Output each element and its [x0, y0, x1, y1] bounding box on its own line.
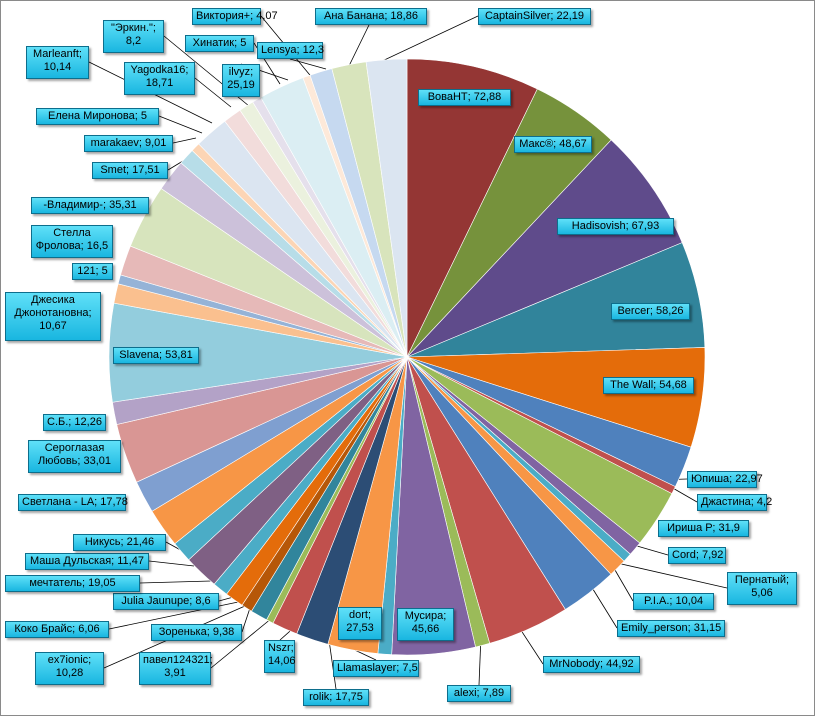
data-label-44: Виктория+; 4,07 [192, 8, 278, 25]
data-label-23: ex7ionic; 10,28 [35, 652, 104, 685]
data-label-8: Ириша Р; 31,9 [658, 520, 749, 537]
data-label-10: Пернатый; 5,06 [727, 572, 797, 605]
data-label-34: Стелла Фролова; 16,5 [31, 225, 113, 258]
data-label-35: -Владимир-; 35,31 [31, 197, 149, 214]
data-label-19: Nszr; 14,06 [264, 640, 296, 673]
data-label-45: Lensya; 12,3 [257, 42, 324, 59]
leader-line-20 [210, 617, 273, 669]
data-label-25: мечтатель; 19,05 [5, 575, 140, 592]
data-label-46: Ана Банана; 18,86 [315, 8, 427, 25]
data-label-3: Hadisovish; 67,93 [557, 218, 674, 235]
leader-line-25 [139, 580, 212, 584]
pie-slice-47 [365, 58, 408, 358]
data-label-20: павел124321; 3,91 [139, 652, 213, 685]
data-label-1: ВоваНТ; 72,88 [418, 89, 511, 106]
data-label-7: Джастина; 4,2 [697, 494, 772, 511]
leader-line-26 [148, 560, 195, 567]
data-label-15: Мусира; 45,66 [397, 608, 454, 641]
leader-line-37 [172, 137, 197, 144]
data-label-24: Julia Jaunupe; 8,6 [113, 593, 219, 610]
leader-line-12 [590, 585, 618, 629]
data-label-2: Макс®; 48,67 [514, 136, 592, 153]
data-label-12: Emily_person; 31,15 [617, 620, 725, 637]
leader-line-22 [108, 600, 244, 630]
leader-line-45 [289, 58, 327, 70]
data-label-40: Marleanft; 10,14 [26, 46, 89, 79]
leader-line-46 [347, 24, 370, 69]
data-label-43: ilvyz; 25,19 [222, 64, 260, 97]
data-label-5: The Wall; 54,68 [603, 377, 694, 394]
data-label-11: P.I.A.; 10,04 [633, 593, 714, 610]
leader-line-10 [616, 562, 728, 589]
data-label-6: Юпиша; 22,97 [687, 471, 763, 488]
data-label-41: "Эркин."; 8,2 [103, 20, 164, 53]
data-label-27: Никусь; 21,46 [73, 534, 166, 551]
data-label-42: Хинатик; 5 [185, 35, 254, 52]
leader-line-7 [670, 486, 698, 503]
data-label-21: Зоренька; 9,38 [151, 624, 242, 641]
data-label-33: 121; 5 [72, 263, 113, 280]
leader-line-9 [636, 545, 669, 556]
data-label-28: Светлана - LA; 17,78 [18, 494, 128, 511]
data-label-18: rolik; 17,75 [303, 689, 369, 706]
leader-line-47 [379, 15, 479, 63]
data-label-13: MrNobody; 44,92 [543, 656, 640, 673]
pie-slice-3 [406, 139, 683, 358]
data-label-37: marakaev; 9,01 [84, 135, 173, 152]
data-label-31: Slavena; 53,81 [113, 347, 199, 364]
data-label-4: Bercer; 58,26 [611, 303, 690, 320]
data-label-29: Сероглазая Любовь; 33,01 [28, 440, 121, 473]
data-label-26: Маша Дульская; 11,47 [25, 553, 149, 570]
data-label-14: alexi; 7,89 [447, 685, 511, 702]
leader-line-38 [158, 115, 203, 134]
pie-slices [108, 58, 706, 656]
leader-line-39 [194, 77, 232, 108]
data-label-22: Коко Брайс; 6,06 [5, 621, 109, 638]
data-label-39: Yagodka16; 18,71 [124, 62, 195, 95]
leader-line-11 [614, 569, 634, 602]
data-label-30: С.Б.; 12,26 [43, 414, 106, 431]
data-label-32: Джесика Джонотановна; 10,67 [5, 292, 101, 341]
pie-slice-1 [406, 58, 538, 358]
data-label-47: CaptainSilver; 22,19 [478, 8, 591, 25]
data-label-9: Cord; 7,92 [668, 547, 726, 564]
data-label-36: Smet; 17,51 [92, 162, 168, 179]
data-label-17: dort; 27,53 [338, 607, 382, 640]
data-label-38: Елена Миронова; 5 [36, 108, 159, 125]
data-label-16: Llamaslayer; 7,5 [333, 660, 419, 677]
leader-line-21 [241, 607, 251, 633]
